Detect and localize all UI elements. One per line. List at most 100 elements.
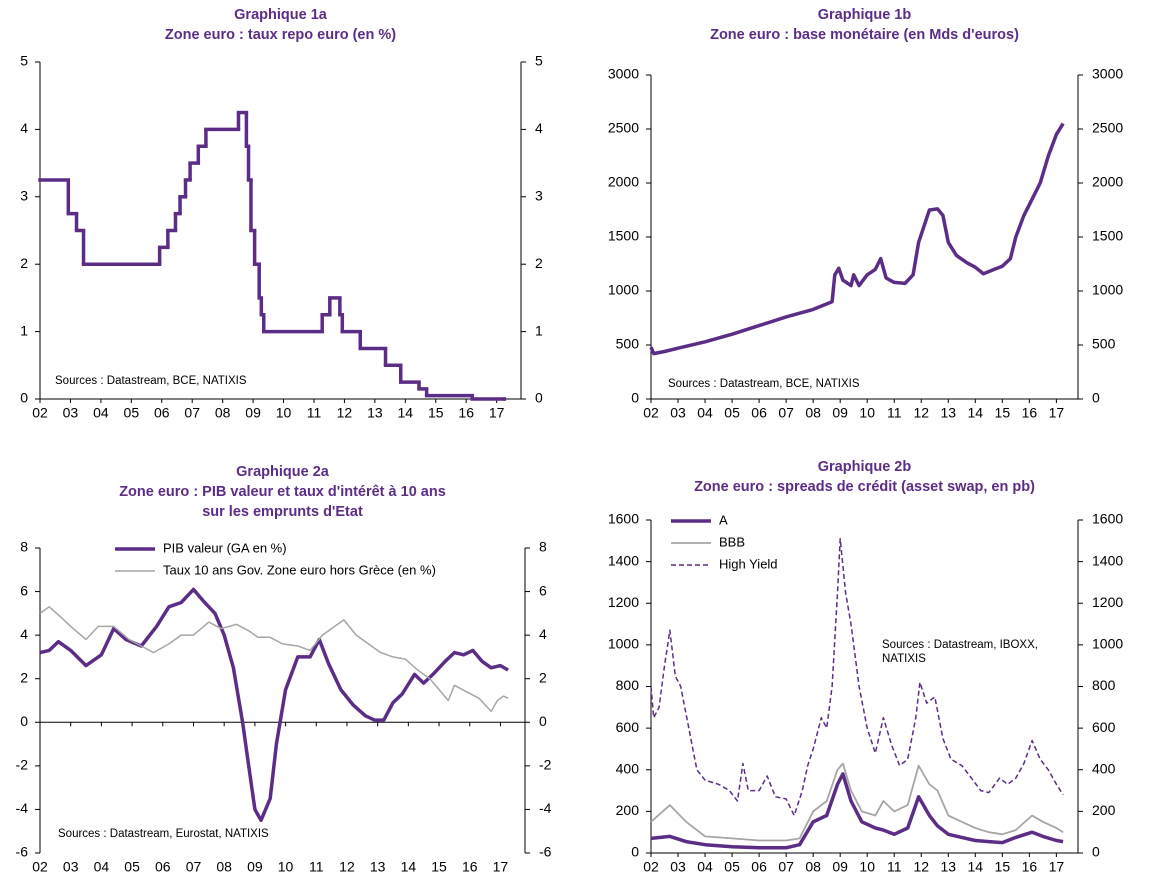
x-tick-label: 04 <box>94 859 110 875</box>
x-tick-label: 14 <box>968 405 984 421</box>
chart-subtitle: Zone euro : spreads de crédit (asset swa… <box>694 479 1035 495</box>
x-tick-label: 07 <box>186 859 202 875</box>
y-tick-label-right: 0 <box>539 713 547 729</box>
y-tick-label-right: -6 <box>539 844 552 860</box>
x-tick-label: 04 <box>697 859 713 875</box>
x-tick-label: 09 <box>247 859 263 875</box>
x-tick-label: 07 <box>778 405 794 421</box>
y-tick-label-right: -4 <box>539 800 552 816</box>
legend-label: PIB valeur (GA en %) <box>163 540 287 555</box>
chart-subtitle: Zone euro : PIB valeur et taux d'intérêt… <box>119 484 446 500</box>
y-tick-label: 6 <box>20 582 28 598</box>
x-tick-label: 17 <box>489 405 505 421</box>
y-tick-label-right: 0 <box>1092 390 1100 406</box>
x-tick-label: 05 <box>724 405 740 421</box>
x-tick-label: 13 <box>370 859 386 875</box>
x-tick-label: 06 <box>751 405 767 421</box>
x-tick-label: 17 <box>1049 859 1065 875</box>
y-tick-label-right: 1500 <box>1092 228 1123 244</box>
y-tick-label-right: 400 <box>1092 760 1116 776</box>
y-tick-label: 1000 <box>608 636 639 652</box>
y-tick-label: 2500 <box>608 120 639 136</box>
source-note: Sources : Datastream, BCE, NATIXIS <box>55 375 247 387</box>
source-note: Sources : Datastream, IBOXX, <box>882 639 1038 651</box>
y-tick-label-right: 200 <box>1092 802 1116 818</box>
y-tick-label-right: 600 <box>1092 719 1116 735</box>
x-tick-label: 05 <box>724 859 740 875</box>
x-tick-label: 02 <box>32 405 48 421</box>
legend-label: High Yield <box>719 556 778 571</box>
y-tick-label-right: 1000 <box>1092 636 1123 652</box>
x-tick-label: 06 <box>155 859 171 875</box>
x-tick-label: 09 <box>832 859 848 875</box>
legend-label: Taux 10 ans Gov. Zone euro hors Grèce (e… <box>163 562 436 577</box>
y-tick-label: 500 <box>616 336 640 352</box>
chart-title: Graphique 1a <box>234 7 328 23</box>
chart-title: Graphique 2a <box>236 464 330 480</box>
legend-label: A <box>719 512 728 527</box>
chart-subtitle: Zone euro : base monétaire (en Mds d'eur… <box>710 27 1019 43</box>
y-tick-label: 1600 <box>608 511 639 527</box>
x-tick-label: 05 <box>124 405 140 421</box>
y-tick-label-right: 2500 <box>1092 120 1123 136</box>
y-tick-label-right: 500 <box>1092 336 1116 352</box>
y-tick-label: 400 <box>616 760 640 776</box>
x-tick-label: 11 <box>887 405 902 421</box>
y-tick-label: 1000 <box>608 282 639 298</box>
x-tick-label: 03 <box>63 405 79 421</box>
y-tick-label: 200 <box>616 802 640 818</box>
x-tick-label: 16 <box>1022 405 1038 421</box>
y-tick-label: 0 <box>20 713 28 729</box>
data-line <box>39 606 509 713</box>
x-tick-label: 10 <box>859 859 875 875</box>
y-tick-label: 0 <box>631 844 639 860</box>
y-tick-label-right: 3 <box>535 188 543 204</box>
chart-title: Graphique 1b <box>818 7 912 23</box>
y-tick-label: 2 <box>20 669 28 685</box>
y-tick-label: 1400 <box>608 552 639 568</box>
x-tick-label: 14 <box>398 405 414 421</box>
x-tick-label: 12 <box>339 859 355 875</box>
x-tick-label: 15 <box>995 405 1011 421</box>
y-tick-label: 800 <box>616 677 640 693</box>
y-tick-label-right: -2 <box>539 757 552 773</box>
y-tick-label: 0 <box>20 390 28 406</box>
y-tick-label-right: 4 <box>539 626 547 642</box>
x-tick-label: 10 <box>859 405 875 421</box>
y-tick-label: 1200 <box>608 594 639 610</box>
x-tick-label: 10 <box>278 859 294 875</box>
x-tick-label: 14 <box>968 859 984 875</box>
x-tick-label: 02 <box>643 405 659 421</box>
x-tick-label: 09 <box>832 405 848 421</box>
x-tick-label: 15 <box>428 405 444 421</box>
y-tick-label-right: 2 <box>535 255 543 271</box>
y-tick-label-right: 1000 <box>1092 282 1123 298</box>
chart-subtitle: sur les emprunts d'Etat <box>202 504 363 520</box>
x-tick-label: 03 <box>63 859 79 875</box>
y-tick-label: 2000 <box>608 174 639 190</box>
y-tick-label-right: 3000 <box>1092 66 1123 82</box>
x-tick-label: 10 <box>276 405 292 421</box>
x-tick-label: 12 <box>913 405 929 421</box>
x-tick-label: 08 <box>216 859 232 875</box>
y-tick-label: 2 <box>20 255 28 271</box>
source-note: Sources : Datastream, Eurostat, NATIXIS <box>58 828 269 840</box>
data-line <box>39 587 509 823</box>
x-tick-label: 03 <box>670 859 686 875</box>
y-tick-label-right: 1600 <box>1092 511 1123 527</box>
y-tick-label-right: 800 <box>1092 677 1116 693</box>
y-tick-label-right: 5 <box>535 53 543 69</box>
x-tick-label: 16 <box>458 405 474 421</box>
x-tick-label: 15 <box>431 859 447 875</box>
y-tick-label: -4 <box>16 800 29 816</box>
source-note: Sources : Datastream, BCE, NATIXIS <box>668 378 860 390</box>
y-tick-label-right: 0 <box>535 390 543 406</box>
x-tick-label: 17 <box>493 859 509 875</box>
x-tick-label: 06 <box>154 405 170 421</box>
x-tick-label: 16 <box>462 859 478 875</box>
y-tick-label-right: 4 <box>535 120 543 136</box>
x-tick-label: 08 <box>805 405 821 421</box>
y-tick-label-right: 2 <box>539 669 547 685</box>
x-tick-label: 15 <box>995 859 1011 875</box>
